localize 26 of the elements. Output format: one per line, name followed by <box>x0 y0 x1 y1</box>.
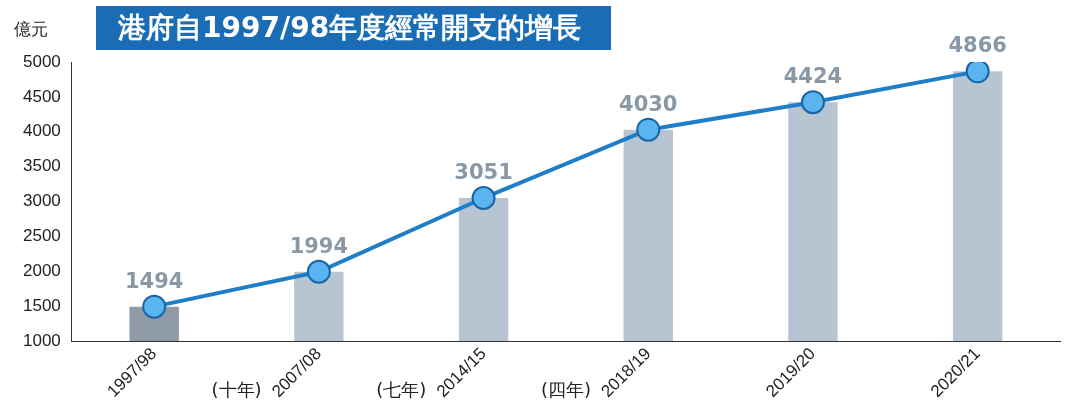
y-tick-label: 4500 <box>22 86 61 106</box>
y-tick-label: 2500 <box>22 226 61 246</box>
data-label: 4866 <box>948 33 1007 58</box>
y-tick-label: 4000 <box>22 121 61 141</box>
y-tick-label: 3500 <box>22 156 61 176</box>
data-label: 3051 <box>454 159 513 184</box>
text: (四年) <box>540 378 591 400</box>
y-tick-label: 1000 <box>22 330 61 350</box>
point <box>965 62 990 84</box>
y-tick-label: 2000 <box>22 261 61 281</box>
point <box>471 186 496 210</box>
point <box>142 294 167 319</box>
data-label: 1994 <box>289 233 349 258</box>
text: (七年) <box>376 378 427 400</box>
y-axis-title: 億元 <box>14 18 48 41</box>
chart-title: 港府自1997/98年度經常開支的增長 <box>96 6 612 50</box>
text: (十年) <box>211 378 262 400</box>
data-label: 4030 <box>619 91 678 116</box>
y-tick-label: 5000 <box>22 51 61 71</box>
y-tick-label: 1500 <box>22 295 61 315</box>
point <box>800 90 825 115</box>
data-label: 4424 <box>783 64 843 89</box>
point <box>306 259 331 284</box>
point <box>636 117 661 142</box>
data-label: 1494 <box>124 268 184 293</box>
y-tick-label: 3000 <box>22 191 61 211</box>
